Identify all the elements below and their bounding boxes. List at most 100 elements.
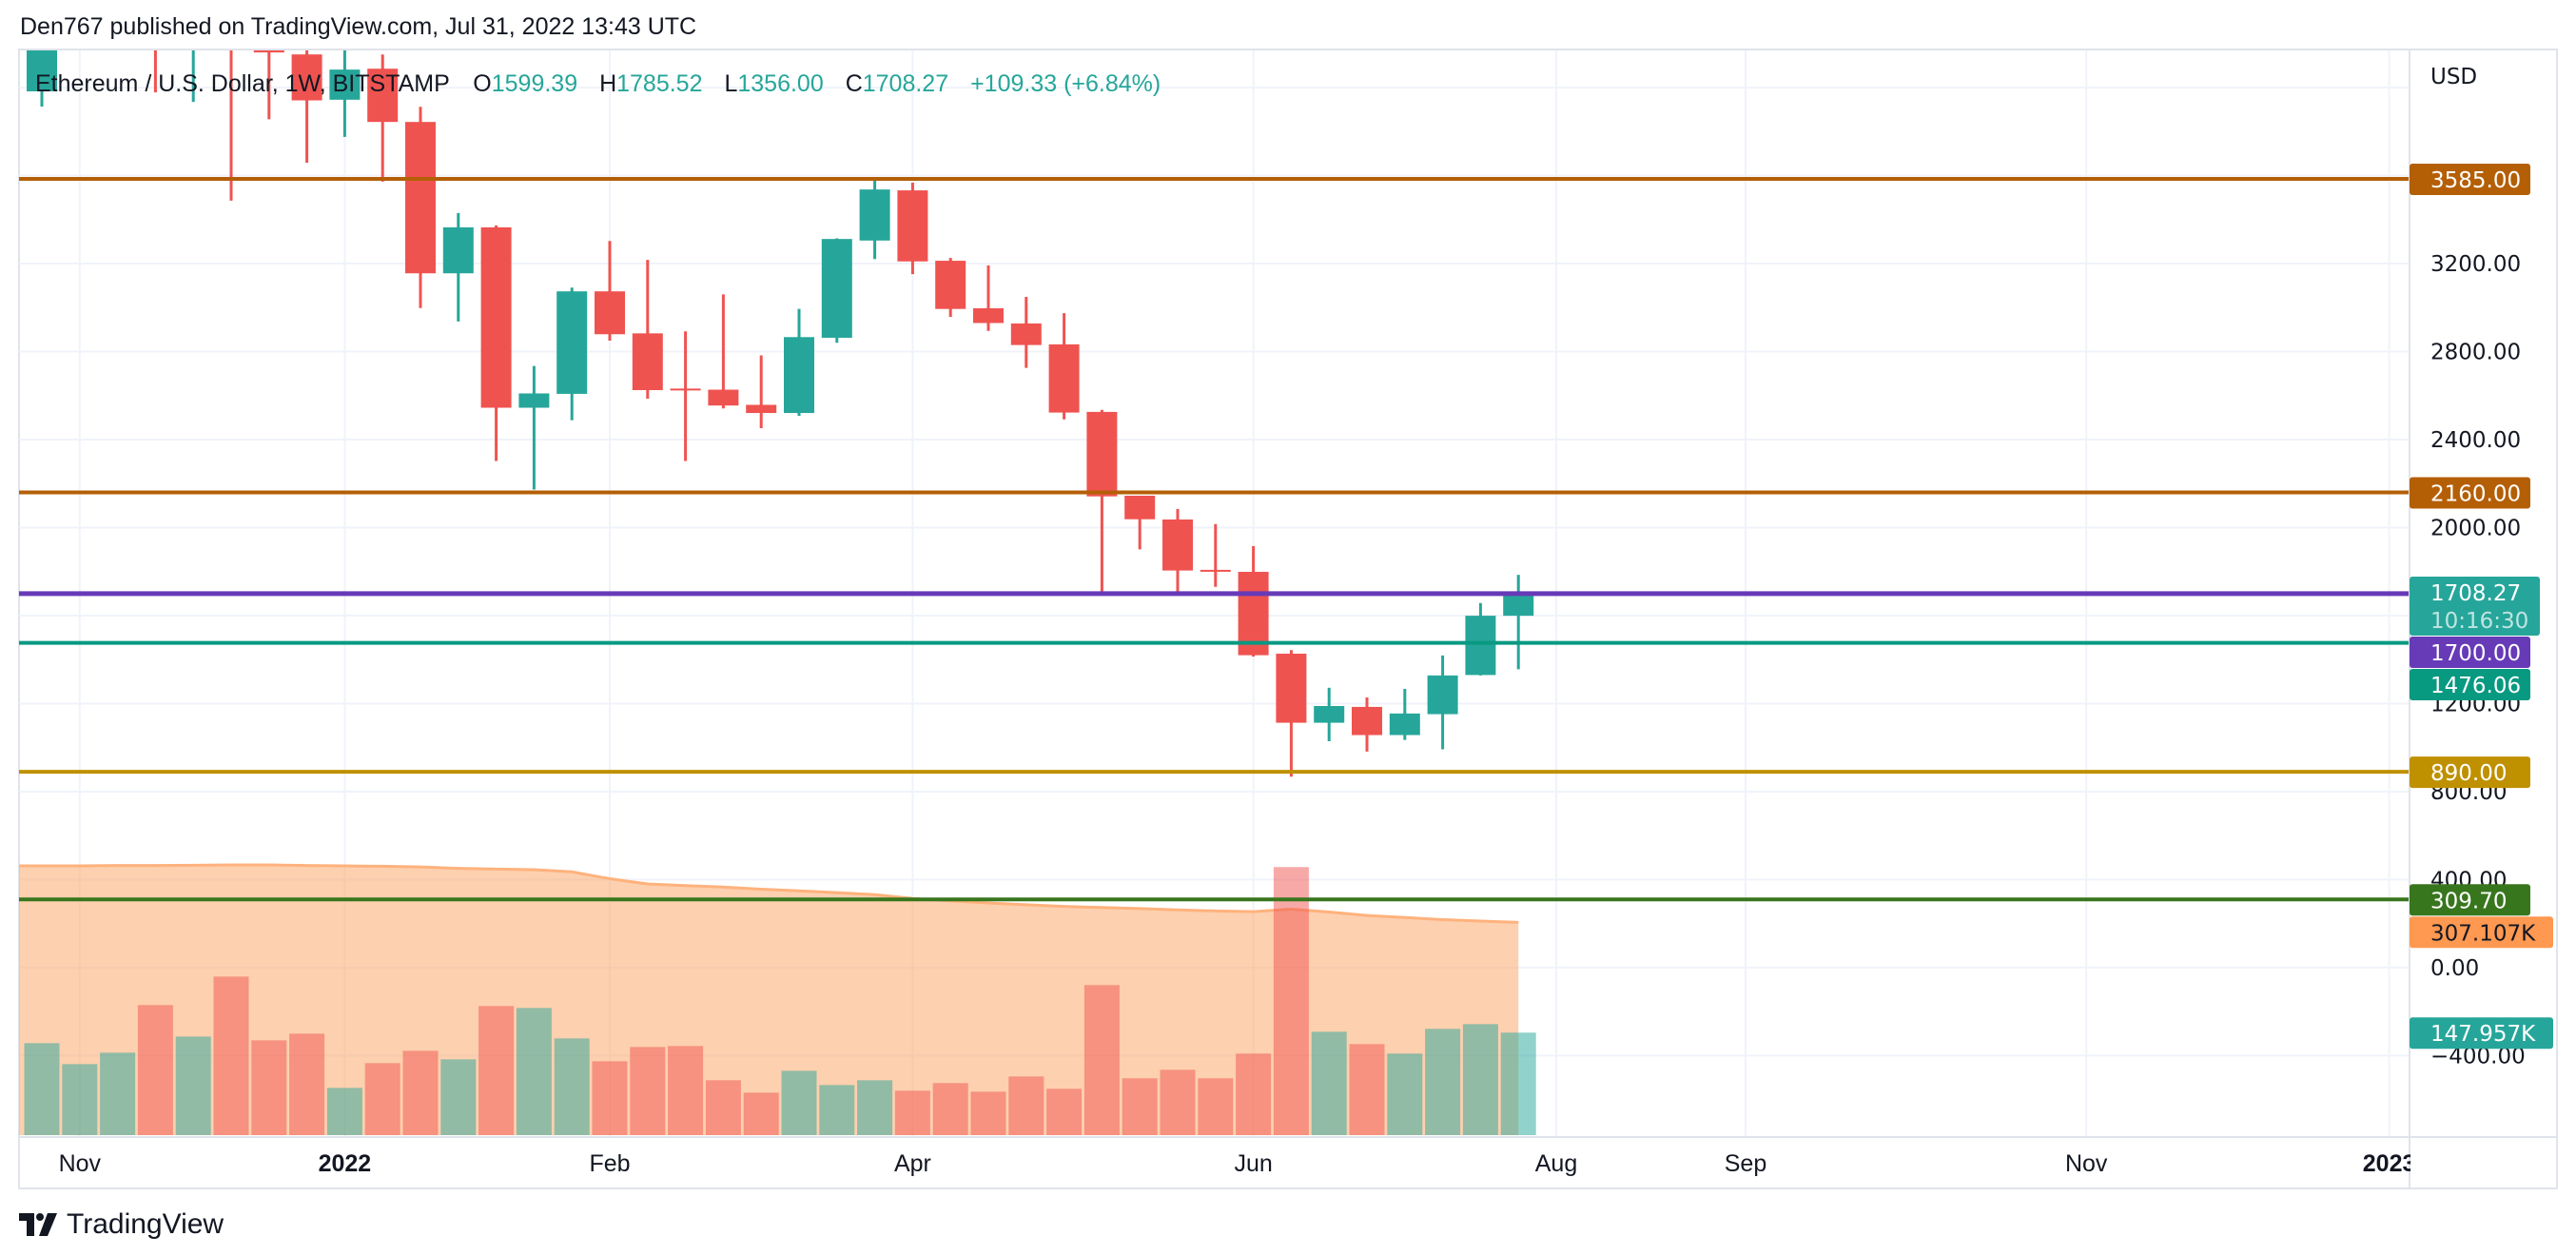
price-badge: 309.70	[2410, 884, 2530, 916]
publish-info: Den767 published on TradingView.com, Jul…	[20, 13, 697, 40]
price-badge: 1708.27 10:16:30	[2410, 576, 2540, 636]
candle-body	[405, 122, 436, 274]
candle-body	[1352, 706, 1382, 736]
legend-close-value: 1708.27	[863, 70, 948, 97]
volume-bar	[24, 1043, 60, 1135]
time-axis[interactable]: Nov 2022 Feb Apr Jun Aug Sep Nov 2023	[59, 1138, 2556, 1187]
candle	[178, 0, 208, 103]
volume-bar	[251, 1040, 287, 1135]
volume-bar	[1046, 1089, 1083, 1135]
candle-body	[178, 0, 208, 24]
price-badge-label: 309.70	[2430, 889, 2507, 913]
candle	[65, 0, 95, 48]
tradingview-footer[interactable]: TradingView	[19, 1208, 224, 1241]
countdown-label: 10:16:30	[2430, 609, 2528, 634]
price-tick-label: 0.00	[2430, 956, 2479, 981]
volume-bar	[1462, 1024, 1498, 1135]
volume-bar	[592, 1061, 628, 1135]
candle	[935, 258, 966, 318]
candle	[291, 50, 322, 163]
volume-bar	[819, 1085, 855, 1135]
volume-bar	[668, 1046, 704, 1135]
price-badge: 890.00	[2410, 756, 2530, 789]
price-badge-background	[2410, 636, 2530, 668]
candle-body	[1124, 495, 1156, 520]
candle	[897, 182, 928, 275]
candle-body	[27, 50, 57, 92]
price-badge-background	[2410, 668, 2530, 700]
candle	[556, 287, 588, 421]
candle	[1465, 602, 1496, 676]
volume-bar	[100, 1052, 136, 1135]
price-tick-label: 2000.00	[2430, 517, 2521, 541]
volume-bar	[402, 1050, 439, 1135]
volume-bar	[554, 1038, 590, 1135]
candle-body	[329, 69, 361, 100]
volume-bar	[1425, 1029, 1461, 1135]
candle-body	[1200, 569, 1231, 572]
price-badge: 147.957K	[2410, 1017, 2553, 1050]
price-badge: 3585.00	[2410, 164, 2530, 196]
candle-body	[556, 291, 588, 394]
volume-bar	[213, 976, 249, 1135]
candle	[859, 177, 890, 260]
price-badge-background	[2410, 756, 2530, 789]
volume-bar	[630, 1047, 666, 1135]
volume-bar	[289, 1033, 325, 1135]
candle	[1389, 688, 1420, 740]
legend-low-value: 1356.00	[737, 70, 823, 97]
time-tick-label: Sep	[1725, 1150, 1766, 1177]
price-tick-label: 3200.00	[2430, 252, 2521, 277]
candle-body	[1314, 706, 1345, 723]
volume-bar	[175, 1036, 211, 1135]
volume-ma-line	[19, 863, 1519, 924]
tradingview-logo-icon	[19, 1213, 57, 1236]
candle-body	[1010, 323, 1042, 345]
time-tick-label: 2022	[319, 1150, 372, 1177]
candle	[784, 308, 814, 417]
candle-body	[65, 0, 95, 24]
volume-bar	[857, 1080, 893, 1135]
price-axis-corner	[2410, 1138, 2556, 1187]
horizontal-lines[interactable]	[19, 177, 2410, 902]
volume-bar	[62, 1064, 98, 1135]
candle	[442, 212, 474, 322]
candle	[973, 265, 1004, 331]
volume-bar	[1198, 1078, 1234, 1135]
candle-body	[291, 54, 322, 101]
candle	[229, 50, 233, 201]
candle	[1427, 655, 1458, 750]
time-tick-label: 2023	[2363, 1150, 2416, 1177]
price-badge-background	[2410, 884, 2530, 916]
legend-close-label: C	[846, 70, 863, 97]
volume-bar	[1349, 1044, 1385, 1135]
price-badges: 3585.00 2160.00 1708.27 10:16:30 1700.00 1476…	[2410, 164, 2553, 1050]
volume-bar	[137, 1005, 173, 1135]
volume-bar	[1122, 1078, 1158, 1135]
candle	[329, 50, 361, 137]
volume-bar	[478, 1006, 515, 1135]
candle	[367, 54, 399, 182]
time-tick-label: Aug	[1535, 1150, 1577, 1177]
candle-body	[518, 393, 550, 408]
volume-bar	[1236, 1053, 1272, 1135]
candle-body	[935, 261, 966, 309]
volume-bar	[516, 1008, 552, 1135]
candle-body	[480, 226, 512, 408]
legend-change: +109.33 (+6.84%)	[970, 70, 1161, 97]
candle	[1276, 650, 1307, 777]
candle	[708, 294, 739, 409]
candle	[518, 365, 550, 490]
candle	[27, 50, 57, 107]
volume-bar	[1273, 867, 1309, 1135]
time-tick-label: Jun	[1234, 1150, 1272, 1177]
legend-high-value: 1785.52	[616, 70, 702, 97]
price-badge-label: 147.957K	[2430, 1022, 2536, 1047]
candle-body	[632, 333, 663, 390]
candle	[1200, 523, 1231, 587]
price-badge-background	[2410, 477, 2530, 509]
volume-bar	[364, 1063, 400, 1135]
candle	[595, 241, 625, 341]
candle-body	[140, 0, 170, 24]
